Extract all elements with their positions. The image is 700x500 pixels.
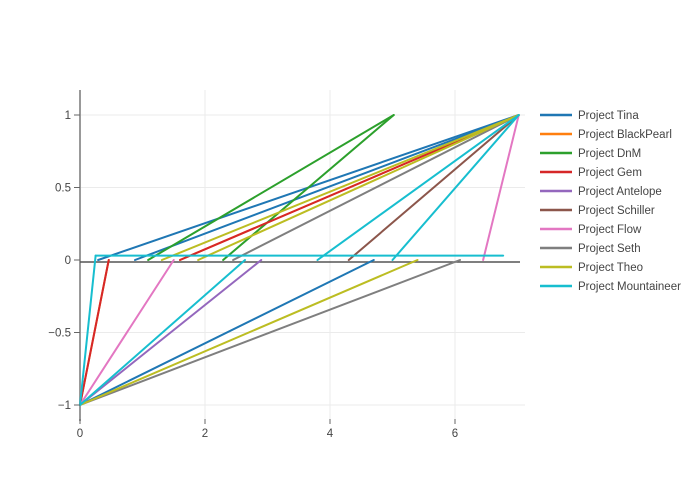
series-line-project-tina[interactable] <box>79 259 375 406</box>
x-tick-label: 0 <box>77 428 83 440</box>
x-tick-label: 6 <box>452 428 458 440</box>
legend-item-label: Project BlackPearl <box>578 129 672 141</box>
legend-item[interactable]: Project Tina <box>540 110 639 122</box>
series-line-project-flow[interactable] <box>79 259 175 406</box>
legend-item[interactable]: Project Schiller <box>540 205 655 217</box>
series-line-project-mountaineer[interactable] <box>79 259 246 406</box>
y-tick-label: −1 <box>58 400 71 412</box>
legend-item-label: Project Tina <box>578 110 639 122</box>
series-line-project-schiller[interactable] <box>347 114 520 261</box>
series-line-project-mountaineer[interactable] <box>316 114 520 261</box>
legend-item[interactable]: Project Seth <box>540 243 641 255</box>
legend: Project Tina Project BlackPearl Project Dn… <box>540 110 681 293</box>
legend-item[interactable]: Project Theo <box>540 262 643 274</box>
series-line-project-dnm[interactable] <box>147 114 395 261</box>
legend-item[interactable]: Project BlackPearl <box>540 129 672 141</box>
legend-item-label: Project Flow <box>578 224 642 236</box>
series-line-project-seth[interactable] <box>79 259 461 406</box>
legend-item-label: Project Antelope <box>578 186 662 198</box>
x-tick-label: 2 <box>202 428 208 440</box>
series-line-project-mountaineer[interactable] <box>391 114 520 261</box>
series-line-project-theo[interactable] <box>79 259 419 406</box>
zerolines <box>79 90 520 421</box>
series-line-project-flow[interactable] <box>482 114 520 261</box>
legend-item[interactable]: Project Flow <box>540 224 642 236</box>
series-line-project-gem[interactable] <box>179 114 520 261</box>
legend-item-label: Project Theo <box>578 262 643 274</box>
y-tick-label: 0 <box>65 255 71 267</box>
data-series-lines <box>79 114 520 406</box>
legend-item-label: Project Mountaineer <box>578 281 681 293</box>
series-line-project-mountaineer[interactable] <box>79 254 97 406</box>
legend-item[interactable]: Project Gem <box>540 167 642 179</box>
series-line-project-theo[interactable] <box>160 114 520 261</box>
series-line-project-theo[interactable] <box>197 114 520 261</box>
y-tick-label: 1 <box>65 110 71 122</box>
legend-item[interactable]: Project DnM <box>540 148 641 160</box>
series-line-project-antelope[interactable] <box>79 259 263 406</box>
legend-item[interactable]: Project Antelope <box>540 186 662 198</box>
legend-item-label: Project Seth <box>578 243 641 255</box>
legend-item[interactable]: Project Mountaineer <box>540 281 681 293</box>
series-line-project-gem[interactable] <box>79 259 110 406</box>
legend-item-label: Project Schiller <box>578 205 655 217</box>
x-tick-label: 4 <box>327 428 334 440</box>
series-line-project-seth[interactable] <box>232 114 520 261</box>
legend-item-label: Project Gem <box>578 167 642 179</box>
legend-item-label: Project DnM <box>578 148 641 160</box>
y-tick-label: −0.5 <box>48 328 71 340</box>
series-line-project-tina[interactable] <box>134 114 520 261</box>
axis-ticks-and-labels: 1 0.5 0 −0.5 −1 0 2 4 6 <box>48 110 458 440</box>
y-tick-label: 0.5 <box>55 183 71 195</box>
